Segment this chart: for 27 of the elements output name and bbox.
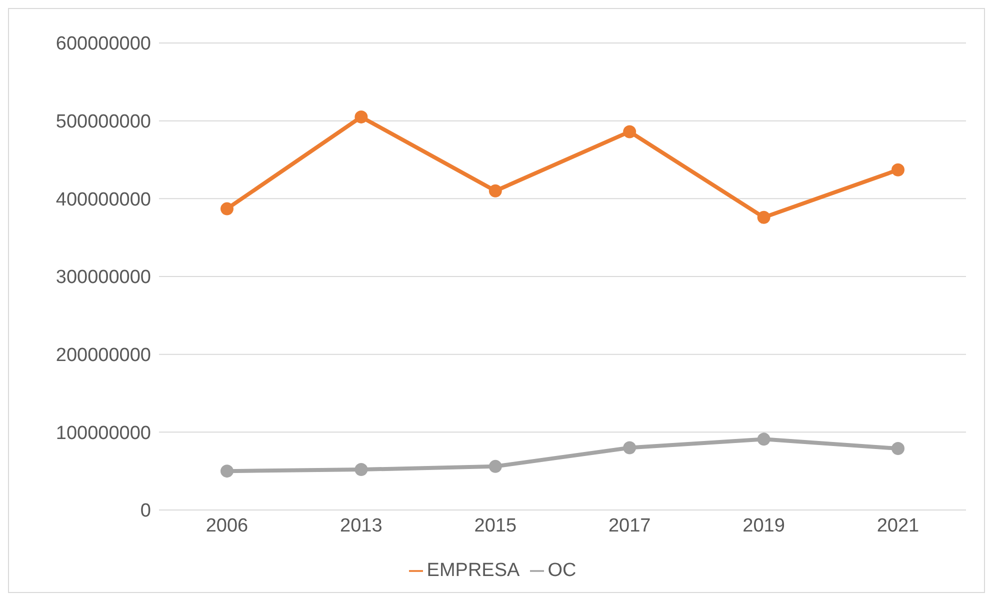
point [220,202,234,216]
point [892,163,904,176]
point [623,441,636,454]
point [623,125,636,138]
x-tick-label: 2021 [876,515,920,536]
point [354,463,368,476]
y-tick-label: 600000000 [56,34,151,55]
point [757,432,770,446]
y-tick-label: 200000000 [56,345,151,366]
x-tick-label: 2017 [608,515,651,536]
legend-label: EMPRESA [426,560,520,581]
point [354,110,368,124]
y-tick-label: 500000000 [56,112,151,133]
y-tick-label: 300000000 [56,267,151,288]
legend-label: OC [548,560,576,581]
y-tick-label: 400000000 [56,189,151,210]
x-tick-label: 2019 [742,515,785,536]
y-tick-label: 100000000 [56,422,151,444]
point [488,460,502,473]
x-tick-label: 2013 [340,515,382,536]
point [892,442,904,456]
point [220,464,234,478]
point [488,184,502,198]
y-tick-label: 0 [140,500,151,522]
x-tick-label: 2006 [206,515,248,536]
x-tick-label: 2015 [474,515,517,536]
point [757,210,770,224]
